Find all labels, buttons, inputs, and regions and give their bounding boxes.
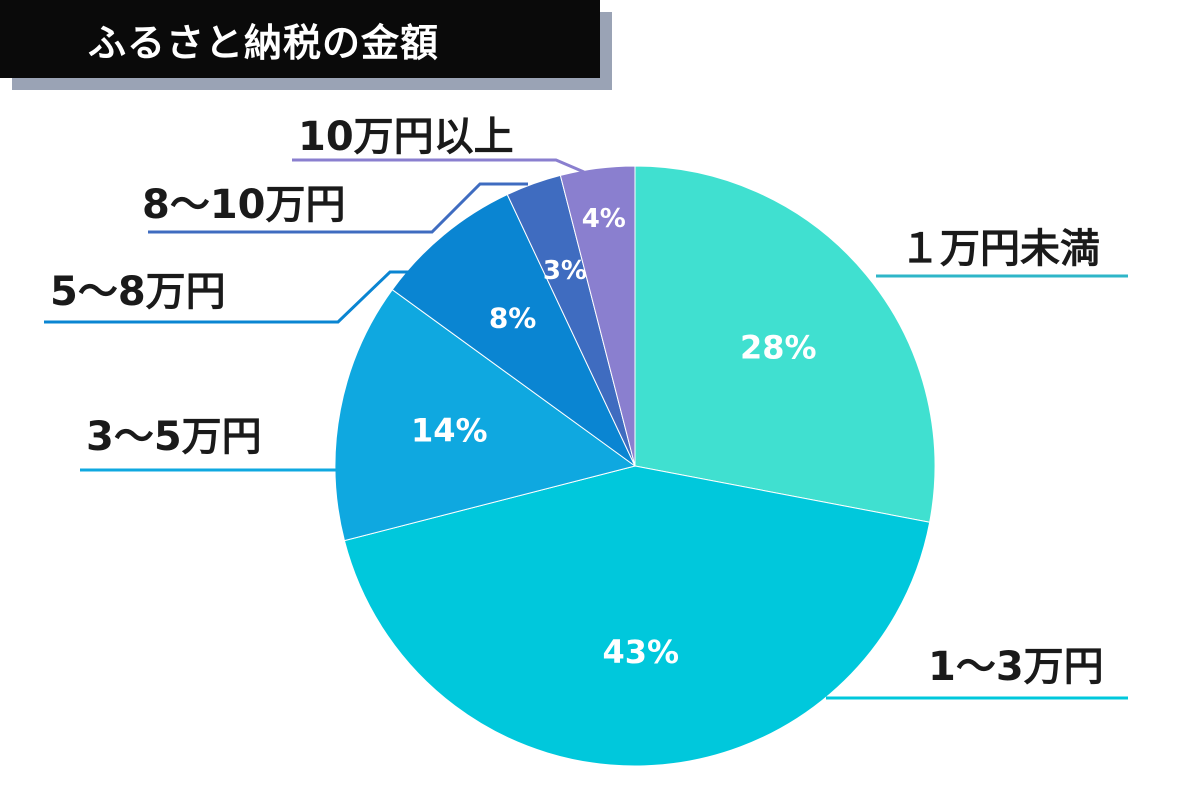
category-label-4: 5〜8万円 — [50, 269, 226, 315]
category-label-3: 3〜5万円 — [86, 414, 262, 460]
callout-line-5 — [148, 182, 528, 234]
pie-slice-2 — [343, 465, 931, 767]
pie-value-label-6: 4% — [582, 204, 626, 234]
title-banner: ふるさと納税の金額 — [0, 0, 600, 78]
pie-value-label-1: 28% — [740, 328, 817, 366]
category-label-5: 8〜10万円 — [142, 182, 346, 228]
pie-slice-6 — [559, 165, 636, 467]
pie-value-label-3: 14% — [411, 412, 488, 450]
category-label-2: 1〜3万円 — [928, 644, 1104, 690]
pie-callouts: １万円未満 1〜3万円 3〜5万円 5〜8万円 8〜10万円 10万円以上 — [44, 114, 1128, 700]
chart-title: ふるさと納税の金額 — [88, 20, 440, 65]
callout-line-6 — [292, 158, 585, 174]
pie-slices — [334, 165, 936, 767]
category-label-6: 10万円以上 — [298, 114, 514, 160]
callout-line-4 — [44, 270, 410, 324]
pie-value-label-4: 8% — [489, 302, 537, 335]
pie-slice-4 — [391, 193, 636, 467]
pie-percent-labels: 28% 43% 14% 8%3% 4% — [411, 204, 817, 671]
pie-slice-1 — [634, 165, 936, 523]
pie-slice-3 — [334, 288, 637, 542]
pie-value-label-2: 43% — [603, 633, 680, 671]
pie-value-label-5: 3% — [543, 256, 587, 286]
category-label-1: １万円未満 — [900, 226, 1100, 272]
